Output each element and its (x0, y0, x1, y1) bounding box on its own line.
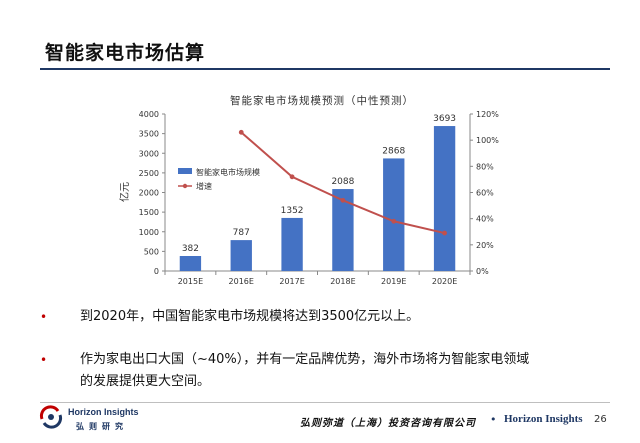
y-tick-label: 4000 (139, 110, 159, 119)
growth-point (442, 230, 447, 236)
footer-divider (40, 402, 610, 403)
x-tick-label: 2018E (330, 277, 355, 286)
logo-chinese-name: 弘则研究 (76, 422, 128, 431)
bullet-text: 作为家电出口大国（~40%），并有一定品牌优势，海外市场将为智能家电领域 (80, 352, 530, 367)
growth-point (340, 197, 346, 203)
footer-brand: Horizon Insights (504, 413, 583, 425)
y2-tick-label: 60% (476, 189, 494, 198)
bullet-marker: • (40, 310, 48, 324)
bar-value-label: 1352 (281, 206, 304, 216)
y-tick-label: 0 (154, 267, 159, 276)
growth-point (238, 129, 244, 135)
y2-tick-label: 40% (476, 215, 494, 224)
x-tick-label: 2019E (381, 277, 406, 286)
bullet-text-continued: 的发展提供更大空间。 (80, 374, 211, 389)
legend-line-label: 增速 (196, 181, 212, 191)
chart-axes: 0 500 1000 1500 2000 2500 3000 3500 4000 0% 20% 40%… (139, 110, 500, 286)
bullet-marker: • (40, 353, 48, 367)
growth-line (238, 129, 447, 236)
bar (383, 158, 405, 271)
legend-bar-label: 智能家电市场规模 (196, 167, 260, 177)
bar-value-label: 2088 (331, 177, 354, 187)
bullet-item: • 作为家电出口大国（~40%），并有一定品牌优势，海外市场将为智能家电领域 的… (40, 349, 600, 393)
y2-tick-label: 0% (476, 267, 489, 276)
growth-point (391, 218, 397, 224)
chart-labels: 382 787 1352 2088 2868 3693 (182, 114, 456, 254)
bar (230, 240, 252, 271)
page-number: 26 (594, 414, 607, 425)
chart-bars (179, 126, 456, 272)
bar (433, 126, 456, 272)
market-size-chart: 智能家电市场规模预测（中性预测） 亿元 0 500 1000 1500 2000 2500… (118, 94, 500, 286)
y-tick-label: 2000 (139, 189, 159, 198)
y2-tick-label: 120% (476, 110, 499, 119)
y2-tick-label: 80% (476, 162, 494, 171)
y-tick-label: 3000 (139, 149, 159, 158)
y-tick-label: 2500 (139, 169, 159, 178)
title-divider (40, 68, 610, 70)
y2-tick-label: 100% (476, 136, 499, 145)
legend-line-marker (182, 183, 188, 189)
legend-bar-swatch (178, 168, 192, 174)
chart-legend: 智能家电市场规模 增速 (178, 167, 260, 191)
x-tick-label: 2015E (178, 277, 203, 286)
y-tick-label: 500 (144, 247, 159, 256)
footer-company-name: 弘则弥道（上海）投资咨询有限公司 (300, 418, 476, 429)
bar-value-label: 382 (182, 244, 199, 254)
y-axis-label: 亿元 (118, 182, 131, 202)
bar (281, 217, 303, 271)
bullet-item: • 到2020年，中国智能家电市场规模将达到3500亿元以上。 (40, 306, 600, 328)
footer-separator: • (490, 413, 497, 426)
bullet-text: 到2020年，中国智能家电市场规模将达到3500亿元以上。 (80, 309, 420, 324)
growth-point (289, 174, 295, 180)
y2-tick-label: 20% (476, 241, 494, 250)
logo-english-name: Horizon Insights (68, 407, 139, 417)
bar-value-label: 3693 (433, 114, 456, 124)
bar (332, 189, 354, 271)
x-tick-label: 2020E (432, 277, 457, 286)
slide-title: 智能家电市场估算 (45, 42, 206, 64)
y-tick-label: 3500 (139, 130, 159, 139)
y-tick-label: 1500 (139, 208, 159, 217)
chart-title: 智能家电市场规模预测（中性预测） (230, 94, 414, 107)
horizon-logo-icon (39, 405, 63, 429)
bar (179, 256, 202, 271)
x-tick-label: 2017E (279, 277, 304, 286)
y-tick-label: 1000 (139, 228, 159, 237)
bar-value-label: 2868 (382, 146, 405, 156)
x-tick-label: 2016E (229, 277, 254, 286)
bar-value-label: 787 (233, 228, 250, 238)
